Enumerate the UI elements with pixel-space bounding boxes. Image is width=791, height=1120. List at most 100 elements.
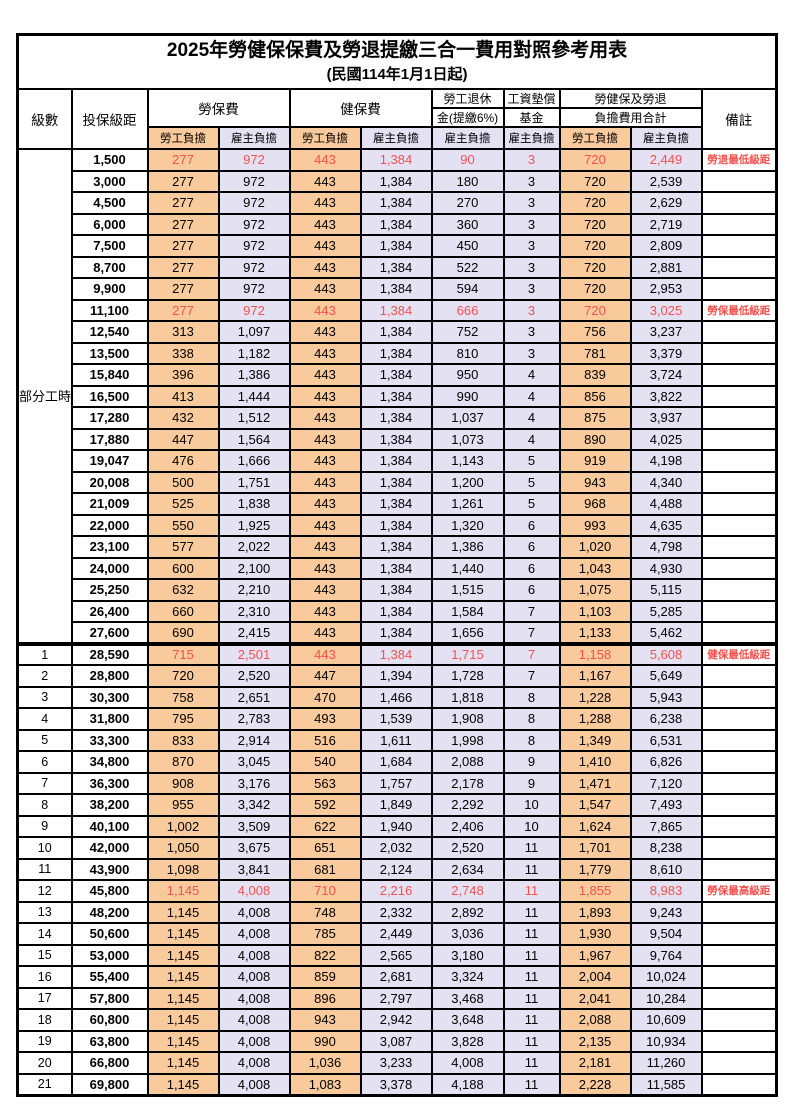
cell-labor-employee: 1,050 [146, 836, 220, 860]
cell-health-employee: 622 [288, 814, 362, 838]
cell-bracket: 4,500 [70, 191, 149, 215]
header-total-line1: 勞健保及勞退 [558, 88, 703, 109]
cell-remark [700, 406, 778, 430]
cell-bracket: 66,800 [70, 1051, 149, 1075]
cell-total-employer: 8,610 [629, 857, 703, 881]
cell-fund-employer: 3 [502, 277, 561, 301]
subheader-total-employer: 雇主負擔 [629, 126, 703, 150]
cell-pension-employer: 1,584 [430, 599, 505, 623]
cell-bracket: 28,800 [70, 664, 149, 688]
cell-bracket: 22,000 [70, 513, 149, 537]
cell-labor-employer: 1,564 [217, 427, 291, 451]
cell-labor-employer: 3,176 [217, 771, 291, 795]
cell-health-employee: 443 [288, 599, 362, 623]
cell-pension-employer: 752 [430, 320, 505, 344]
cell-level: 6 [16, 750, 73, 774]
cell-level: 20 [16, 1051, 73, 1075]
table-row: 2 28,800 720 2,520 447 1,394 1,728 7 1,1… [16, 664, 778, 688]
table-title-block: 2025年勞健保保費及勞退提繳三合一費用對照參考用表 (民國114年1月1日起) [16, 33, 778, 90]
cell-pension-employer: 990 [430, 384, 505, 408]
cell-level: 8 [16, 793, 73, 817]
cell-health-employer: 2,942 [359, 1008, 433, 1032]
cell-pension-employer: 594 [430, 277, 505, 301]
cell-level: 4 [16, 707, 73, 731]
cell-health-employee: 443 [288, 255, 362, 279]
cell-total-employer: 7,493 [629, 793, 703, 817]
cell-total-employer: 6,531 [629, 728, 703, 752]
cell-labor-employer: 4,008 [217, 943, 291, 967]
cell-labor-employer: 1,838 [217, 492, 291, 516]
cell-health-employee: 943 [288, 1008, 362, 1032]
cell-health-employee: 443 [288, 384, 362, 408]
cell-remark [700, 212, 778, 236]
cell-remark [700, 707, 778, 731]
cell-total-employer: 4,025 [629, 427, 703, 451]
cell-total-employer: 4,340 [629, 470, 703, 494]
cell-labor-employer: 2,501 [217, 641, 291, 666]
cell-total-employer: 7,865 [629, 814, 703, 838]
cell-total-employer: 9,504 [629, 922, 703, 946]
header-sub-row: 勞工負擔 雇主負擔 勞工負擔 雇主負擔 雇主負擔 雇主負擔 勞工負擔 雇主負擔 [18, 126, 777, 150]
cell-total-employee: 1,779 [558, 857, 632, 881]
cell-health-employee: 443 [288, 169, 362, 193]
reference-table: 2025年勞健保保費及勞退提繳三合一費用對照參考用表 (民國114年1月1日起)… [16, 33, 779, 1097]
cell-bracket: 19,047 [70, 449, 149, 473]
cell-labor-employee: 795 [146, 707, 220, 731]
cell-total-employer: 9,243 [629, 900, 703, 924]
cell-total-employer: 3,237 [629, 320, 703, 344]
cell-health-employer: 1,384 [359, 298, 433, 322]
table-row: 12,540 313 1,097 443 1,384 752 3 756 3,2… [18, 320, 778, 344]
cell-bracket: 13,500 [70, 341, 149, 365]
cell-pension-employer: 1,998 [430, 728, 505, 752]
cell-total-employer: 10,024 [629, 965, 703, 989]
table-row: 16,500 413 1,444 443 1,384 990 4 856 3,8… [18, 384, 778, 408]
cell-health-employee: 540 [288, 750, 362, 774]
header-group-row-1: 級數 投保級距 勞保費 健保費 勞工退休 工資墊償 勞健保及勞退 備註 [16, 88, 778, 150]
cell-health-employer: 1,384 [359, 406, 433, 430]
cell-health-employer: 3,378 [359, 1072, 433, 1096]
cell-remark [700, 685, 778, 709]
cell-labor-employer: 1,097 [217, 320, 291, 344]
cell-health-employer: 1,384 [359, 169, 433, 193]
cell-total-employer: 9,764 [629, 943, 703, 967]
header-group-row-2: 金(提繳6%) 基金 負擔費用合計 [18, 107, 777, 128]
cell-labor-employee: 277 [146, 169, 220, 193]
cell-labor-employee: 1,145 [146, 900, 220, 924]
cell-remark [700, 857, 778, 881]
cell-labor-employee: 338 [146, 341, 220, 365]
cell-labor-employee: 1,145 [146, 965, 220, 989]
cell-bracket: 69,800 [70, 1072, 149, 1096]
cell-health-employee: 443 [288, 277, 362, 301]
cell-health-employer: 1,384 [359, 384, 433, 408]
cell-health-employer: 1,684 [359, 750, 433, 774]
cell-total-employee: 720 [558, 298, 632, 322]
cell-total-employer: 10,284 [629, 986, 703, 1010]
cell-fund-employer: 6 [502, 556, 561, 580]
cell-pension-employer: 2,892 [430, 900, 505, 924]
cell-fund-employer: 8 [502, 685, 561, 709]
cell-total-employer: 2,539 [629, 169, 703, 193]
cell-labor-employer: 2,210 [217, 578, 291, 602]
cell-health-employee: 470 [288, 685, 362, 709]
cell-health-employee: 443 [288, 406, 362, 430]
cell-total-employee: 720 [558, 212, 632, 236]
cell-bracket: 57,800 [70, 986, 149, 1010]
cell-remark [700, 900, 778, 924]
cell-labor-employer: 2,783 [217, 707, 291, 731]
cell-bracket: 1,500 [70, 148, 149, 172]
cell-labor-employer: 1,386 [217, 363, 291, 387]
cell-labor-employer: 972 [217, 234, 291, 258]
cell-remark [700, 621, 778, 645]
cell-total-employee: 993 [558, 513, 632, 537]
table-row: 11 43,900 1,098 3,841 681 2,124 2,634 11… [16, 857, 778, 881]
cell-fund-employer: 11 [502, 857, 561, 881]
cell-fund-employer: 3 [502, 191, 561, 215]
table-row: 1 28,590 715 2,501 443 1,384 1,715 7 1,1… [16, 641, 778, 666]
cell-bracket: 3,000 [70, 169, 149, 193]
cell-bracket: 36,300 [70, 771, 149, 795]
cell-fund-employer: 6 [502, 513, 561, 537]
cell-labor-employee: 277 [146, 234, 220, 258]
cell-pension-employer: 2,292 [430, 793, 505, 817]
cell-remark [700, 793, 778, 817]
cell-total-employer: 5,462 [629, 621, 703, 645]
